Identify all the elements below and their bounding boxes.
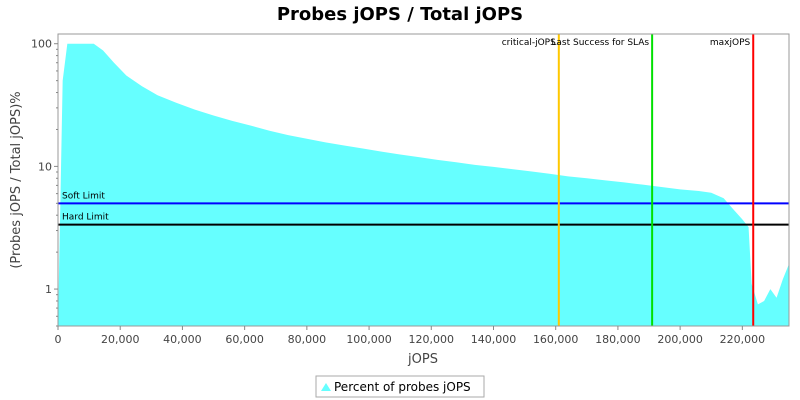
series-area-0	[58, 43, 789, 327]
x-tick-label: 120,000	[409, 333, 455, 346]
x-tick-label: 100,000	[346, 333, 392, 346]
v-reference-label-2: maxjOPS	[710, 38, 751, 48]
h-reference-label-1: Hard Limit	[62, 213, 109, 223]
x-tick-label: 180,000	[595, 333, 641, 346]
x-tick-label: 0	[55, 333, 62, 346]
x-tick-label: 220,000	[720, 333, 766, 346]
x-tick-label: 80,000	[288, 333, 327, 346]
legend-label: Percent of probes jOPS	[334, 380, 471, 394]
x-axis: 0 20,000 40,000 60,000 80,000 100,000 120,000 1…	[55, 326, 766, 346]
series-layer	[58, 43, 789, 327]
x-tick-label: 60,000	[225, 333, 264, 346]
x-tick-label: 200,000	[657, 333, 703, 346]
x-axis-label: jOPS	[407, 352, 438, 367]
y-axis-label: (Probes jOPS / Total jOPS)%	[9, 91, 24, 268]
legend: Percent of probes jOPS	[315, 375, 485, 398]
y-tick-label: 10	[38, 160, 52, 173]
v-reference-label-0: critical-jOPS	[502, 38, 556, 48]
x-tick-label: 40,000	[163, 333, 202, 346]
plot-border	[57, 33, 790, 327]
h-reference-label-0: Soft Limit	[62, 191, 105, 201]
chart-title: Probes jOPS / Total jOPS	[277, 4, 523, 25]
x-tick-label: 140,000	[471, 333, 517, 346]
x-tick-label: 160,000	[533, 333, 579, 346]
y-tick-label: 1	[45, 283, 52, 296]
x-tick-label: 20,000	[101, 333, 140, 346]
y-tick-label: 100	[31, 38, 52, 51]
legend-box	[315, 375, 485, 398]
y-axis: 1 10 100	[31, 38, 58, 327]
v-reference-label-1: Last Success for SLAs	[551, 38, 649, 48]
legend-swatch-icon	[321, 383, 331, 391]
